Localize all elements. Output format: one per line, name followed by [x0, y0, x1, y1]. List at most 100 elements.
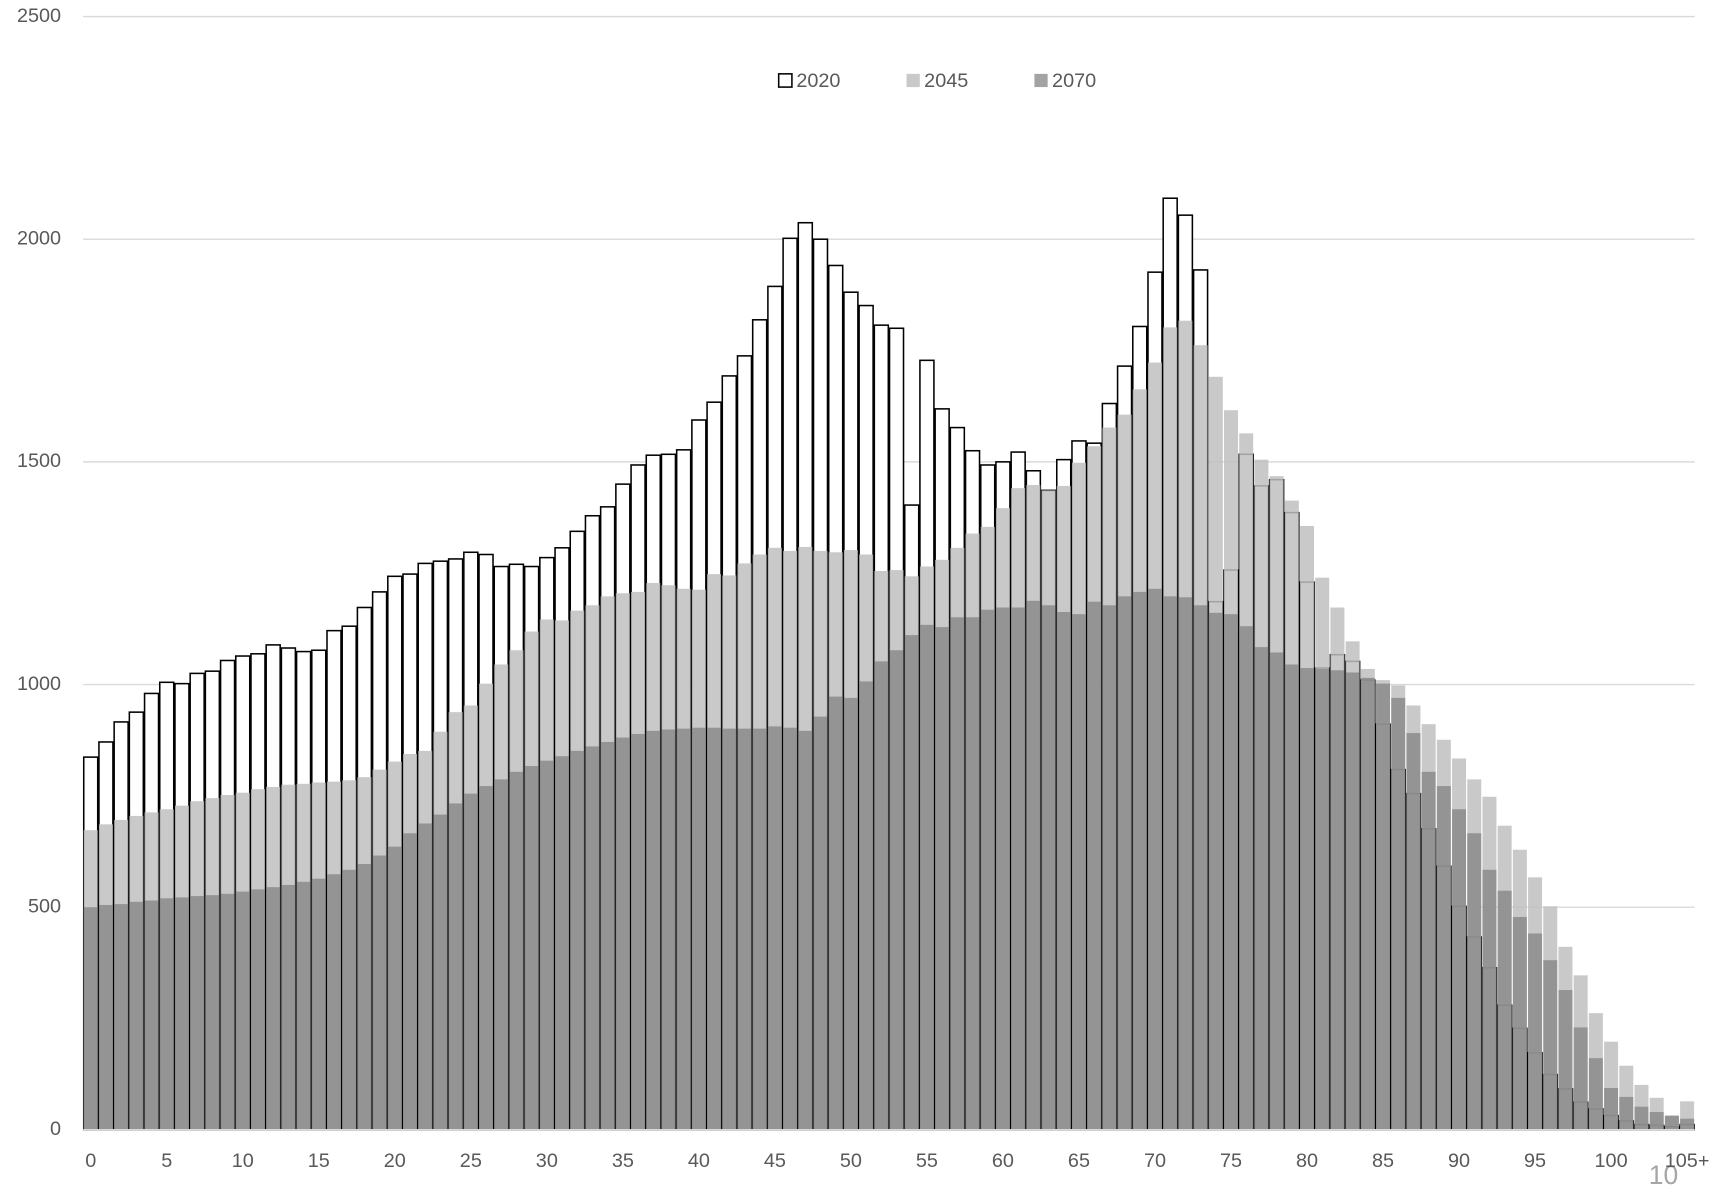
legend-label: 2070 — [1052, 70, 1096, 92]
bar — [1482, 869, 1497, 1130]
x-tick-label: 95 — [1524, 1150, 1546, 1172]
bar — [463, 793, 478, 1130]
bar — [859, 681, 874, 1130]
bar — [570, 750, 585, 1130]
bar — [1330, 670, 1345, 1130]
legend-label: 2020 — [796, 70, 840, 92]
bar — [1604, 1088, 1619, 1130]
bar — [83, 907, 98, 1130]
x-tick-label: 30 — [536, 1150, 558, 1172]
bar — [935, 627, 950, 1130]
x-tick-label: 100 — [1595, 1150, 1628, 1172]
bar — [1269, 652, 1284, 1130]
bar — [1512, 916, 1527, 1130]
y-tick-label: 500 — [28, 895, 61, 917]
bar — [600, 741, 615, 1130]
x-tick-label: 25 — [460, 1150, 482, 1172]
bar — [1619, 1096, 1634, 1130]
x-tick-label: 60 — [992, 1150, 1014, 1172]
bar — [205, 895, 220, 1130]
bar — [889, 650, 904, 1130]
x-tick-label: 50 — [840, 1150, 862, 1172]
bar — [980, 609, 995, 1130]
bar — [615, 737, 630, 1130]
x-tick-label: 55 — [916, 1150, 938, 1172]
bar — [479, 786, 494, 1130]
bar — [1528, 933, 1543, 1130]
bar — [783, 727, 798, 1130]
bar — [631, 733, 646, 1130]
bar — [707, 727, 722, 1130]
bar — [585, 746, 600, 1130]
bar — [311, 878, 326, 1130]
bar — [372, 855, 387, 1130]
bar — [387, 846, 402, 1130]
bar — [1239, 626, 1254, 1130]
bar — [281, 884, 296, 1130]
bar — [509, 771, 524, 1130]
bar — [1360, 677, 1375, 1130]
bar — [1558, 990, 1573, 1130]
x-tick-label: 5 — [161, 1150, 172, 1172]
bar — [1071, 614, 1086, 1130]
bar — [676, 728, 691, 1130]
x-tick-label: 105+ — [1665, 1150, 1710, 1172]
bar — [357, 863, 372, 1130]
bar — [144, 900, 159, 1130]
bar — [1102, 605, 1117, 1130]
bar — [174, 897, 189, 1130]
bar — [1011, 607, 1026, 1130]
bar — [1208, 612, 1223, 1130]
bar — [1649, 1112, 1664, 1130]
bar — [1163, 596, 1178, 1130]
bar — [1664, 1115, 1679, 1130]
bar — [296, 881, 311, 1130]
bar — [1300, 668, 1315, 1130]
bar — [524, 766, 539, 1130]
bar — [494, 779, 509, 1130]
bar — [1315, 668, 1330, 1130]
bar — [919, 624, 934, 1130]
bar — [1224, 614, 1238, 1130]
x-tick-label: 70 — [1144, 1150, 1166, 1172]
bar — [874, 661, 889, 1130]
bar — [1588, 1058, 1603, 1130]
bar — [1391, 697, 1406, 1130]
bar — [828, 696, 843, 1130]
x-tick-label: 0 — [85, 1150, 96, 1172]
bar — [965, 617, 980, 1130]
bar — [752, 728, 767, 1130]
y-tick-label: 1000 — [17, 673, 61, 695]
bar — [1056, 611, 1071, 1130]
bar — [1680, 1118, 1695, 1130]
bar — [235, 891, 250, 1130]
bar — [691, 727, 706, 1130]
bar — [403, 833, 417, 1130]
bar — [220, 893, 235, 1130]
bar — [1345, 672, 1360, 1130]
x-tick-label: 35 — [612, 1150, 634, 1172]
bar — [1193, 605, 1208, 1130]
bar — [433, 814, 448, 1130]
bar — [1421, 771, 1436, 1130]
y-tick-label: 0 — [50, 1118, 61, 1140]
bar — [342, 869, 357, 1130]
bar — [767, 726, 782, 1130]
x-tick-label: 90 — [1448, 1150, 1470, 1172]
bar — [159, 898, 174, 1130]
bar — [1467, 833, 1482, 1130]
bar — [813, 716, 828, 1130]
x-tick-label: 65 — [1068, 1150, 1090, 1172]
bar — [1117, 596, 1132, 1130]
x-tick-label: 10 — [232, 1150, 254, 1172]
bar — [1376, 683, 1391, 1130]
legend-swatch — [777, 73, 793, 88]
legend-swatch — [906, 73, 920, 88]
bar — [843, 697, 858, 1130]
bar — [1436, 786, 1451, 1130]
bar — [1026, 600, 1041, 1130]
bar — [737, 728, 752, 1130]
bar — [722, 728, 737, 1130]
y-tick-label: 2000 — [17, 227, 61, 249]
bar — [1132, 591, 1147, 1130]
